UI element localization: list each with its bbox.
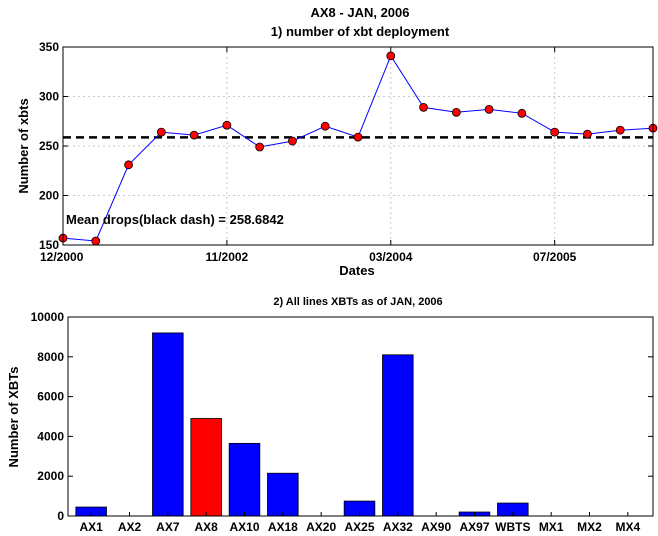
bar-chart-x-tick-label: AX97: [459, 520, 489, 534]
bar-chart-x-tick-label: MX2: [577, 520, 602, 534]
bar-chart-y-tick-label: 6000: [37, 390, 64, 404]
line-chart-x-tick-label: 07/2005: [533, 250, 577, 264]
line-chart-frame: [62, 46, 654, 246]
bar-chart-x-tick-label: AX10: [229, 520, 259, 534]
bar-chart-y-tick-label: 0: [57, 509, 64, 523]
bar-chart-x-tick-label: AX8: [194, 520, 218, 534]
line-chart-grid: [63, 47, 653, 245]
data-point: [615, 125, 625, 135]
bar-chart-x-tick-label: AX7: [156, 520, 180, 534]
bar-chart-y-tick-label: 2000: [37, 469, 64, 483]
bar-ax32: [382, 354, 414, 517]
bar-ax18: [267, 472, 299, 517]
line-chart-x-tick-label: 03/2004: [369, 250, 413, 264]
data-point: [353, 132, 363, 142]
bar-ax7: [152, 332, 184, 517]
mean-annotation: Mean drops(black dash) = 258.6842: [66, 212, 284, 227]
line-chart-y-label: Number of xbts: [16, 98, 31, 193]
line-chart-y-tick-label: 300: [39, 90, 59, 104]
data-point: [517, 108, 527, 118]
xbt-deployment-points: [58, 51, 658, 246]
bar-chart-x-tick-label: AX25: [344, 520, 374, 534]
data-point: [189, 130, 199, 140]
line-chart-x-ticks: 12/2000 11/2002 03/2004 07/2005: [40, 47, 577, 264]
line-chart-y-ticks: 150 200 250 300 350: [39, 40, 653, 252]
line-chart: AX8 - JAN, 2006 1) number of xbt deploym…: [16, 5, 658, 278]
data-point: [124, 160, 133, 170]
bar-chart-x-tick-label: AX90: [421, 520, 451, 534]
bar-chart-y-tick-label: 10000: [31, 310, 65, 324]
data-point: [156, 127, 166, 137]
data-point: [550, 127, 560, 137]
bar-chart-x-tick-label: AX32: [383, 520, 413, 534]
bar-ax8: [190, 418, 222, 517]
bar-chart-x-tick-label: AX18: [268, 520, 298, 534]
line-chart-y-tick-label: 250: [39, 139, 59, 153]
data-point: [386, 51, 396, 61]
line-chart-x-tick-label: 11/2002: [206, 250, 249, 264]
line-chart-y-tick-label: 150: [39, 238, 59, 252]
data-point: [451, 107, 461, 117]
line-chart-title: AX8 - JAN, 2006: [311, 5, 410, 20]
bar-chart-x-ticks: AX1 AX2 AX7 AX8 AX10 AX18 AX20 AX25 AX32 AX90 AX97…: [79, 512, 640, 534]
bar-chart: 2) All lines XBTs as of JAN, 2006 0 2000 4…: [6, 296, 654, 534]
bar-chart-x-tick-label: AX2: [118, 520, 142, 534]
line-chart-y-tick-label: 200: [39, 189, 59, 203]
bar-chart-x-tick-label: AX1: [79, 520, 103, 534]
bar-chart-title: 2) All lines XBTs as of JAN, 2006: [273, 296, 442, 308]
data-point: [222, 120, 232, 130]
line-chart-subtitle: 1) number of xbt deployment: [271, 24, 450, 39]
line-chart-y-tick-label: 350: [39, 40, 59, 54]
bar-chart-x-tick-label: WBTS: [495, 520, 530, 534]
data-point: [583, 129, 592, 139]
data-point: [484, 104, 494, 114]
data-point: [255, 142, 265, 152]
bar-chart-y-tick-label: 8000: [37, 350, 64, 364]
bar-chart-x-tick-label: MX1: [539, 520, 564, 534]
data-point: [320, 121, 330, 131]
data-point: [91, 236, 101, 246]
data-point: [288, 136, 297, 146]
line-chart-x-label: Dates: [339, 263, 374, 278]
bar-ax10: [228, 442, 261, 517]
line-chart-x-tick-label: 12/2000: [40, 250, 84, 264]
bar-chart-y-ticks: 0 2000 4000 6000 8000 10000: [31, 310, 653, 523]
bar-chart-bars: [75, 332, 529, 517]
bar-chart-y-label: Number of XBTs: [6, 367, 21, 468]
bar-chart-frame: [67, 316, 654, 517]
bar-chart-x-tick-label: MX4: [615, 520, 640, 534]
data-point: [419, 102, 428, 112]
bar-chart-y-tick-label: 4000: [37, 429, 64, 443]
bar-chart-x-tick-label: AX20: [306, 520, 336, 534]
